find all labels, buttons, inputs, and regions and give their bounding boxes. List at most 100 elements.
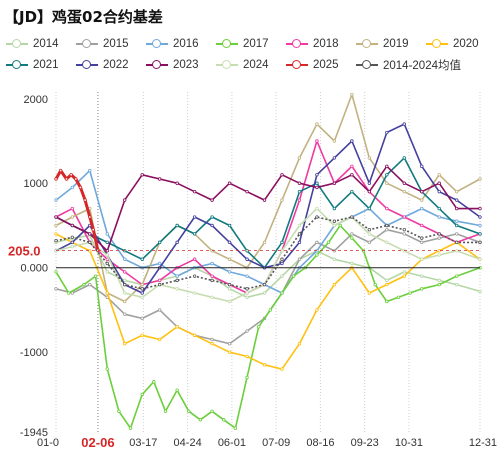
- data-point-2020: [280, 367, 284, 371]
- data-point-2023: [140, 173, 144, 177]
- data-point-2015: [455, 232, 459, 236]
- data-point-2014-2024: [88, 240, 92, 245]
- data-point-2025: [58, 168, 63, 173]
- data-point-2014-2024: [332, 219, 337, 223]
- legend-item-2022[interactable]: 2022: [76, 58, 129, 72]
- data-point-2017: [280, 291, 284, 295]
- data-point-2017: [315, 253, 319, 257]
- data-point-2014-2024: [420, 236, 424, 240]
- legend-item-2015[interactable]: 2015: [76, 37, 129, 51]
- data-point-2014-2024: [402, 227, 406, 232]
- data-point-2014-2024: [227, 282, 232, 287]
- data-point-2018: [192, 257, 197, 261]
- data-point-2014-2024: [175, 278, 179, 283]
- data-point-2017: [54, 270, 58, 274]
- series-line-2025: [54, 169, 100, 251]
- data-point-2022: [367, 181, 372, 185]
- data-point-2015: [245, 329, 249, 333]
- x-tick-label: 09-23: [351, 437, 379, 449]
- data-point-2015: [54, 287, 58, 291]
- data-point-2017: [455, 274, 459, 278]
- data-point-2023: [280, 173, 284, 177]
- data-point-2016: [54, 198, 58, 202]
- data-point-2016: [455, 219, 459, 223]
- legend-item-2014[interactable]: 2014: [6, 37, 59, 51]
- data-point-2017: [245, 375, 249, 380]
- data-point-2023: [455, 206, 459, 211]
- legend-item-2024[interactable]: 2024: [216, 58, 269, 72]
- legend-item-2014-2024[interactable]: 2014-2024均值: [356, 58, 461, 72]
- data-point-2022: [297, 240, 302, 245]
- legend-label: 2014: [33, 38, 59, 50]
- legend-item-2021[interactable]: 2021: [6, 58, 59, 72]
- legend-item-2020[interactable]: 2020: [426, 37, 479, 51]
- data-point-2024: [227, 299, 232, 304]
- data-point-2024: [402, 249, 406, 253]
- legend-label: 2016: [173, 38, 199, 50]
- data-point-2015: [385, 227, 389, 232]
- legend-item-2016[interactable]: 2016: [146, 37, 199, 51]
- data-point-2023: [227, 181, 232, 185]
- legend-label: 2019: [383, 38, 409, 50]
- data-point-2017: [198, 418, 203, 422]
- legend-item-2023[interactable]: 2023: [146, 58, 199, 72]
- data-point-2016: [123, 257, 127, 261]
- data-point-2014: [385, 278, 389, 283]
- data-point-2021: [157, 240, 162, 245]
- x-tick-label: 06-01: [218, 437, 246, 449]
- data-point-2021: [192, 232, 197, 236]
- data-point-2017: [128, 426, 133, 430]
- data-point-2014-2024: [367, 227, 372, 232]
- legend-item-2019[interactable]: 2019: [356, 37, 409, 51]
- legend-swatch: [216, 59, 238, 71]
- y-tick-label: 2000: [24, 94, 48, 106]
- data-point-2023: [70, 223, 75, 228]
- data-point-2022: [192, 215, 197, 219]
- data-point-2023: [262, 198, 267, 202]
- legend-swatch: [356, 59, 378, 71]
- data-point-2023: [315, 185, 319, 190]
- current-value-label: 205.0: [8, 243, 41, 258]
- data-point-2016: [210, 261, 214, 266]
- data-point-2024: [437, 253, 441, 257]
- data-point-2021: [105, 240, 109, 245]
- data-point-2015: [157, 308, 162, 312]
- current-date-label-bg: [76, 433, 119, 451]
- data-point-2020: [332, 282, 337, 287]
- x-tick-label: 03-17: [129, 437, 157, 449]
- data-point-2022: [175, 240, 179, 245]
- data-point-2019: [420, 198, 424, 202]
- data-point-2014: [262, 291, 267, 295]
- data-point-2017: [67, 291, 71, 295]
- data-point-2014: [332, 257, 337, 261]
- data-point-2021: [385, 173, 389, 177]
- data-point-2020: [123, 342, 127, 346]
- data-point-2023: [210, 198, 214, 202]
- data-point-2018: [315, 139, 319, 143]
- data-point-2019: [54, 223, 58, 228]
- data-point-2015: [140, 316, 144, 321]
- data-point-2017: [187, 409, 191, 414]
- data-point-2014-2024: [315, 215, 319, 219]
- data-point-2017: [437, 282, 441, 287]
- data-point-2015: [123, 312, 127, 316]
- data-point-2021: [402, 156, 406, 160]
- data-point-2018: [157, 278, 162, 283]
- data-point-2014-2024: [70, 235, 75, 239]
- data-point-2017: [233, 426, 238, 430]
- data-point-2017: [256, 325, 261, 329]
- data-point-2016: [175, 274, 179, 278]
- legend-item-2017[interactable]: 2017: [216, 37, 269, 51]
- data-point-2014-2024: [350, 215, 354, 219]
- data-point-2015: [332, 249, 337, 253]
- data-point-2015: [227, 342, 232, 346]
- data-point-2022: [70, 240, 75, 245]
- data-point-2014: [478, 289, 482, 294]
- data-point-2016: [315, 249, 319, 253]
- y-tick-label: -1945: [20, 427, 48, 439]
- data-point-2023: [367, 189, 372, 194]
- data-point-2023: [54, 215, 58, 219]
- legend-item-2025[interactable]: 2025: [286, 58, 339, 72]
- legend-item-2018[interactable]: 2018: [286, 37, 339, 51]
- data-point-2019: [478, 177, 482, 181]
